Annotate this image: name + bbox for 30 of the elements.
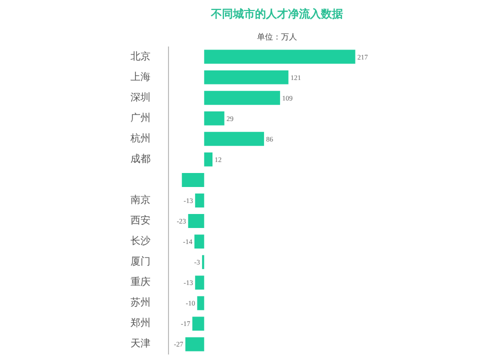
y-tick-label: 西安 [130, 214, 150, 227]
y-tick-label: 苏州 [130, 296, 150, 309]
y-tick-label: 长沙 [130, 235, 150, 248]
y-tick-label: 天津 [130, 338, 150, 350]
bar [197, 296, 204, 310]
bar [194, 234, 204, 249]
bar [204, 111, 224, 126]
y-tick-label: 成都 [130, 152, 150, 165]
bar [204, 132, 264, 146]
y-tick-label: 厦门 [130, 256, 150, 268]
bar [195, 194, 204, 208]
chart-title: 不同城市的人才净流入数据 [210, 8, 343, 20]
y-tick-label: 郑州 [130, 317, 150, 330]
y-tick-label: 广州 [130, 112, 150, 124]
bar [195, 276, 204, 290]
bar [204, 50, 356, 64]
bar [204, 152, 213, 166]
bar [185, 337, 204, 352]
chart-subtitle: 单位：万人 [257, 32, 297, 42]
bar [204, 90, 280, 105]
y-tick-label: 深圳 [130, 91, 150, 104]
y-tick-label: 上海 [130, 70, 150, 83]
bar [182, 172, 204, 187]
y-tick-label: 重庆 [130, 276, 150, 288]
y-tick-label: 南京 [130, 194, 150, 206]
bar [188, 214, 204, 228]
y-tick-label: 北京 [130, 50, 150, 62]
y-tick-label: 杭州 [130, 132, 150, 144]
bar [192, 316, 204, 331]
bar [204, 70, 288, 84]
